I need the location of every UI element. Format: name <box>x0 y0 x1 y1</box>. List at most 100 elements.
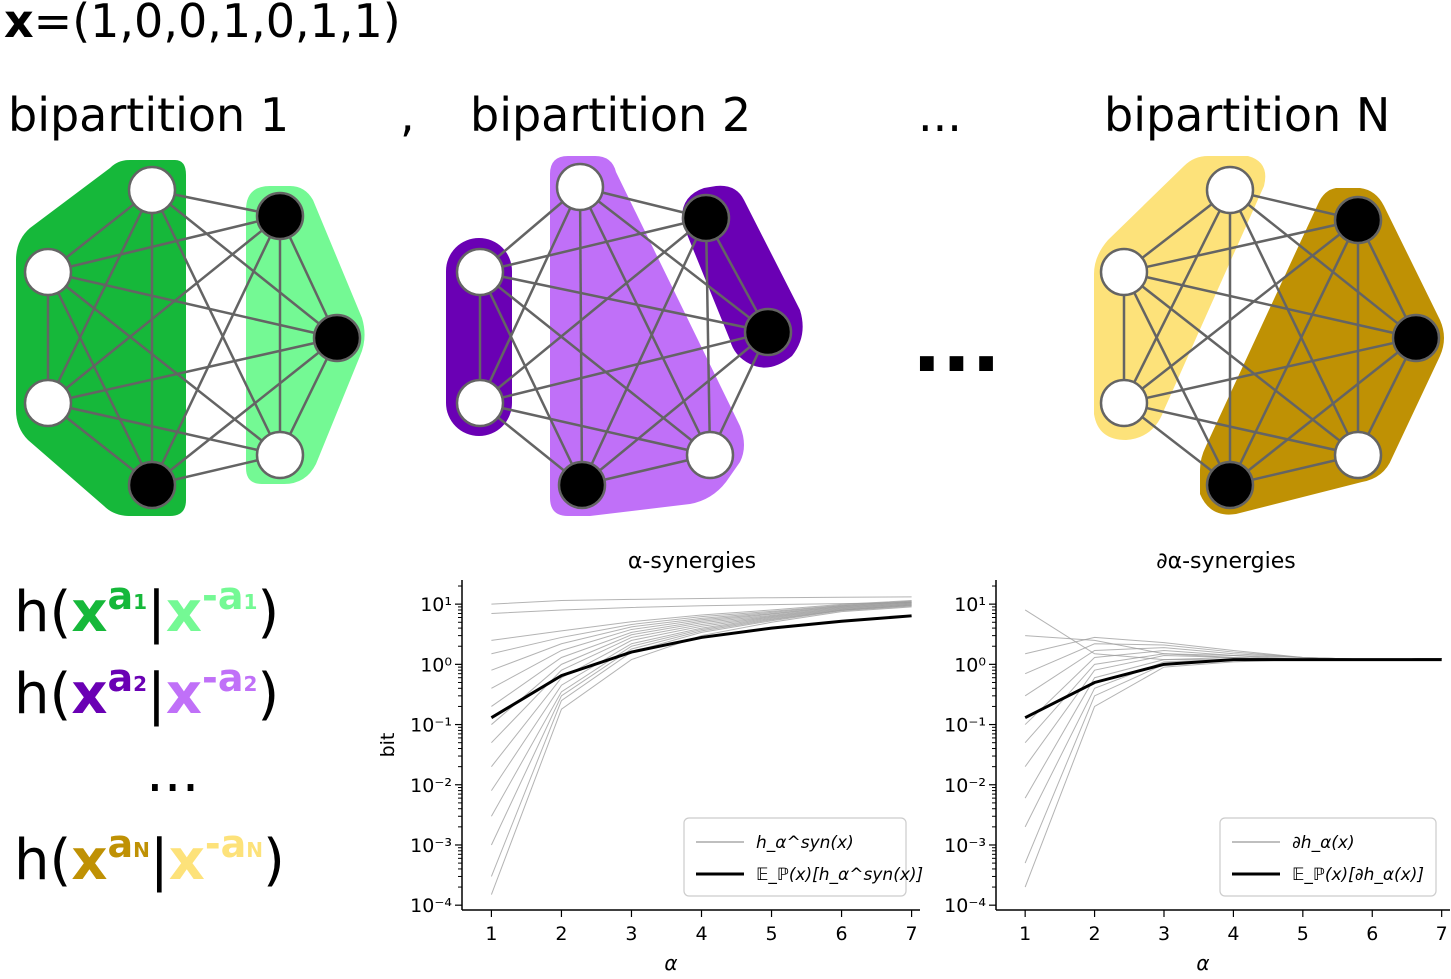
title-separator: , <box>400 88 415 142</box>
graph-edge <box>581 331 769 486</box>
x-tick-label: 2 <box>1089 923 1101 945</box>
graph-edge <box>1123 218 1359 274</box>
partition-hull-gold-light <box>1094 156 1266 440</box>
node-inactive <box>23 247 73 297</box>
sample-line <box>1024 656 1442 799</box>
y-tick-label: 10¹ <box>954 594 986 616</box>
sample-line <box>491 599 912 641</box>
node-inactive <box>1099 378 1149 428</box>
sample-line <box>491 603 912 744</box>
graph-edge <box>1123 336 1417 405</box>
y-tick-label: 10⁻⁴ <box>944 895 986 917</box>
x-tick-label: 7 <box>906 923 918 945</box>
graph-3 <box>1094 156 1444 515</box>
sample-line <box>1024 653 1442 744</box>
synergy-charts: α-synergies 1 2 3 4 5 6 7 10⁻⁴ 10⁻³ 10⁻² 10⁻¹ 10⁰ 10¹… <box>377 549 1450 975</box>
formula-bar: | <box>149 828 169 893</box>
graph-edge <box>704 217 712 456</box>
graph-edge <box>151 189 338 339</box>
mean-line <box>490 614 912 719</box>
graph-edge <box>151 337 338 486</box>
graph-edge <box>1123 219 1359 404</box>
graph-edge <box>46 271 154 486</box>
x-tick-label: 6 <box>1366 923 1378 945</box>
entropy-formula: h(xa1|x-a1) <box>14 574 280 645</box>
node-active <box>312 313 362 363</box>
sample-line <box>491 602 912 614</box>
formula-part-index: 2 <box>133 672 148 696</box>
sample-line <box>490 606 912 895</box>
node-active <box>557 460 607 510</box>
formula-part-index: N <box>133 838 150 862</box>
mean-line <box>1024 658 1442 720</box>
node-inactive <box>455 247 505 297</box>
graph-edge <box>580 217 708 486</box>
x-axis-label: α <box>664 951 677 975</box>
node-active <box>127 460 177 510</box>
graph-edge <box>479 330 769 405</box>
node-inactive <box>1333 430 1383 480</box>
formula-part-sup: a1 <box>107 574 148 618</box>
graph-edge <box>479 401 711 457</box>
legend-mean-label: 𝔼_ℙ(x)[h_α^syn(x)] <box>756 865 923 885</box>
sample-line <box>1025 636 1442 661</box>
graph-edge <box>479 270 769 334</box>
formula-complement-index: 2 <box>243 672 258 696</box>
chart-title: ∂α-synergies <box>1156 549 1296 574</box>
node-inactive <box>23 378 73 428</box>
formula-complement-index: 1 <box>243 590 258 614</box>
chart-legend: ∂h_α(x) 𝔼_ℙ(x)[∂h_α(x)] <box>1219 817 1437 897</box>
graph-edge <box>1123 401 1359 457</box>
graph-1 <box>16 160 365 516</box>
graph-edge <box>479 216 707 274</box>
node-active <box>1333 195 1383 245</box>
graph-edge <box>1229 189 1417 339</box>
sample-line <box>491 600 912 655</box>
graph-edge <box>1123 271 1359 456</box>
node-active <box>1391 313 1441 363</box>
bipartition-2-title: bipartition 2 <box>470 88 752 142</box>
graph-edge <box>47 336 338 405</box>
x-tick-label: 4 <box>1227 923 1239 945</box>
graph-edge <box>579 186 769 333</box>
graph-edge <box>47 271 281 456</box>
node-inactive <box>127 165 177 215</box>
formula-x-complement: x <box>165 662 203 727</box>
node-inactive <box>555 162 605 212</box>
formula-x-part: x <box>71 828 108 893</box>
formula-close: ) <box>257 580 280 645</box>
sample-line <box>491 603 912 767</box>
x-axis-label: α <box>1196 951 1209 975</box>
y-tick-label: 10⁰ <box>420 654 452 676</box>
sample-line <box>491 602 912 707</box>
graph-edge <box>1229 337 1417 486</box>
formula-x-part: x <box>71 580 108 645</box>
formula-x-part: x <box>71 662 108 727</box>
formula-part-sup: aN <box>107 822 150 866</box>
graph-edge <box>47 214 281 274</box>
chart-legend: h_α^syn(x) 𝔼_ℙ(x)[h_α^syn(x)] <box>683 817 923 897</box>
x-tick-label: 7 <box>1436 923 1448 945</box>
formula-close: ) <box>263 828 285 893</box>
y-tick-label: 10⁻¹ <box>410 715 452 737</box>
graph-edge <box>1123 270 1417 340</box>
ellipsis-top: ... <box>918 88 962 142</box>
vector-value: =(1,0,0,1,0,1,1) <box>33 0 401 48</box>
legend-box <box>1219 817 1437 897</box>
graph-edge <box>479 217 707 404</box>
y-tick-label: 10¹ <box>420 594 452 616</box>
x-tick-label: 1 <box>1019 923 1031 945</box>
ellipsis-middle: ... <box>912 300 1001 390</box>
x-tick-label: 6 <box>836 923 848 945</box>
node-inactive <box>455 378 505 428</box>
graph-edge <box>1228 219 1360 486</box>
graph-edge <box>47 215 281 404</box>
formula-h: h( <box>14 828 72 893</box>
node-inactive <box>255 430 305 480</box>
formula-h: h( <box>14 662 72 727</box>
graph-edge <box>578 186 712 456</box>
y-axis-label: bit <box>377 733 399 758</box>
graph-edge <box>47 270 338 340</box>
node-active <box>681 193 731 243</box>
partition-hull-green-light <box>246 186 365 484</box>
